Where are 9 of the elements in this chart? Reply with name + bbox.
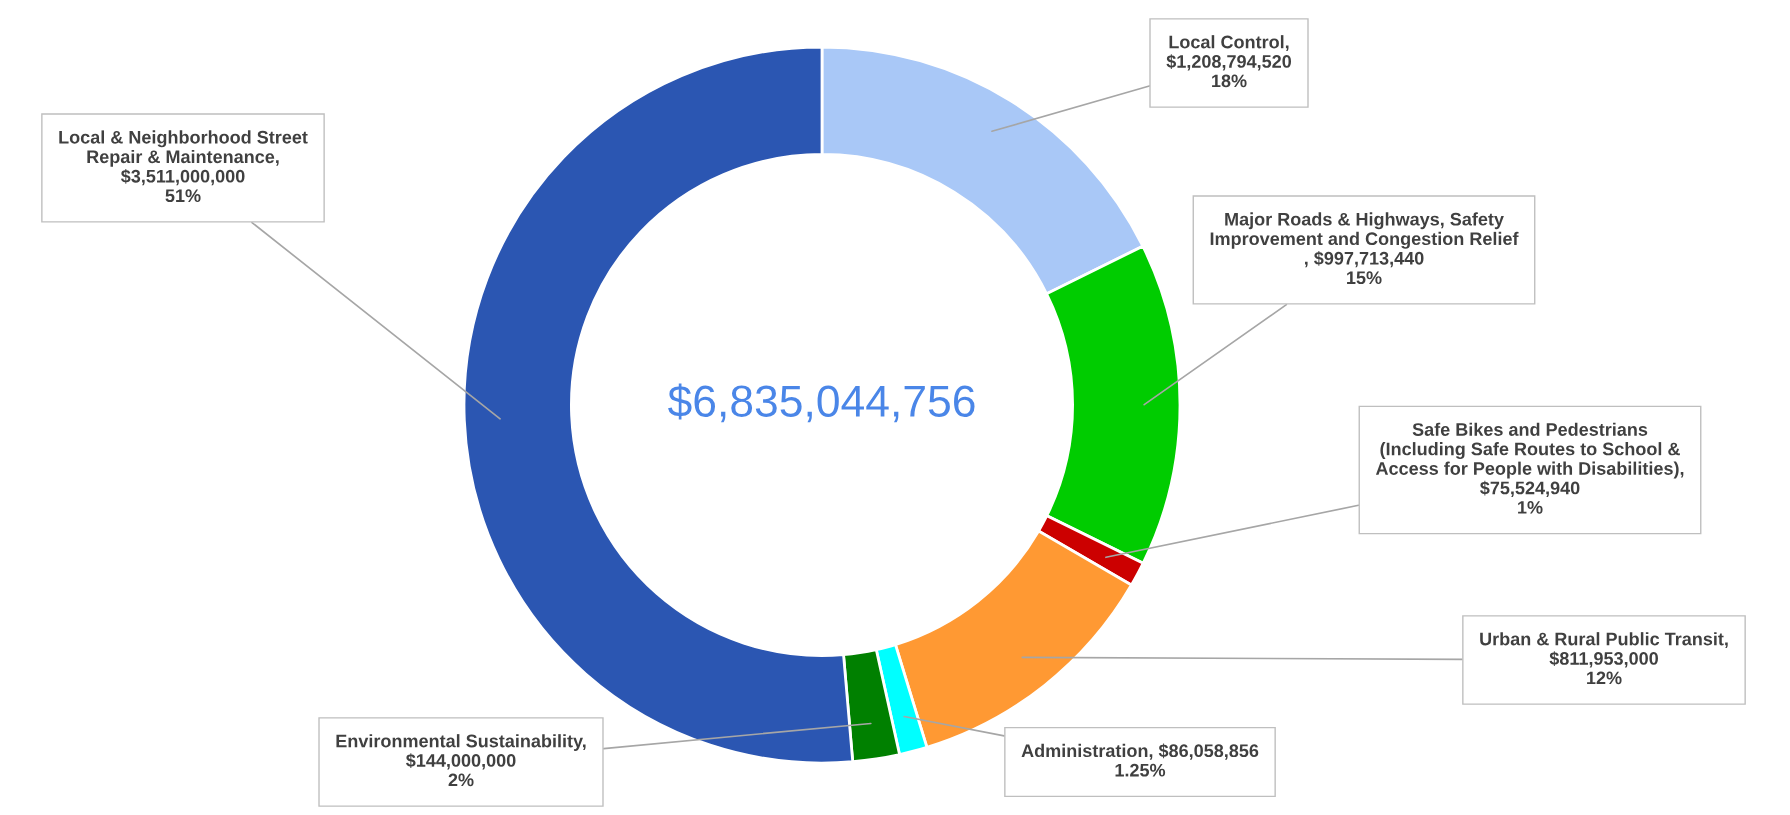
slice-label: Local Control, $1,208,794,520 18%: [1166, 35, 1292, 88]
text: $6,835,044,756: [668, 383, 975, 423]
slice-label: Safe Bikes and Pedestrians (Including Safe Routes to School & Access for People with Disabilities), $75,524,940 1%: [1375, 422, 1684, 514]
slice-label: Environmental Sustainability, $144,000,000 2%: [336, 734, 586, 787]
slice-label: Local & Neighborhood Street Repair & Maintenance, $3,511,000,000 51%: [59, 130, 308, 203]
slice-label: Urban & Rural Public Transit, $811,953,000 12%: [1480, 632, 1728, 685]
data-label: , $997,713,440 15%: [1304, 251, 1424, 285]
slice-label: Major Roads & Highways, Safety Improvement and Congestion Relief: [1210, 212, 1519, 249]
slice-label: Administration, $86,058,856 1.25%: [1021, 743, 1259, 777]
